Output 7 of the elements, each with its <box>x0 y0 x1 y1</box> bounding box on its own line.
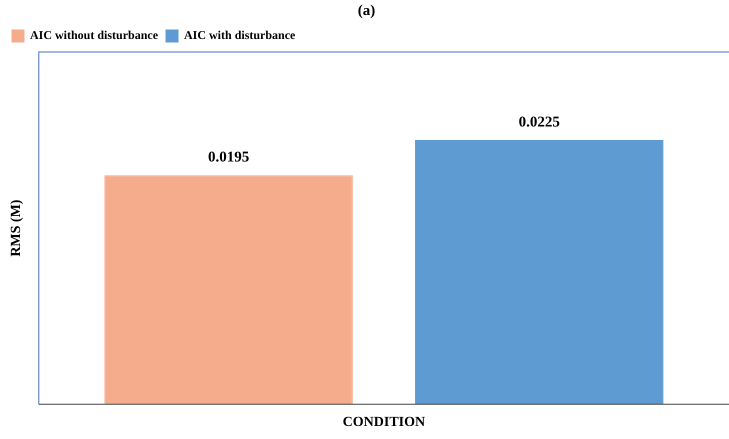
chart-title: (a) <box>358 2 376 19</box>
data-label: 0.0195 <box>208 150 250 166</box>
data-label: 0.0225 <box>518 114 560 130</box>
y-axis-title: RMS (M) <box>9 199 24 257</box>
legend-label: AIC with disturbance <box>184 28 296 42</box>
x-axis-title: CONDITION <box>342 415 426 430</box>
legend-label: AIC without disturbance <box>30 28 159 42</box>
